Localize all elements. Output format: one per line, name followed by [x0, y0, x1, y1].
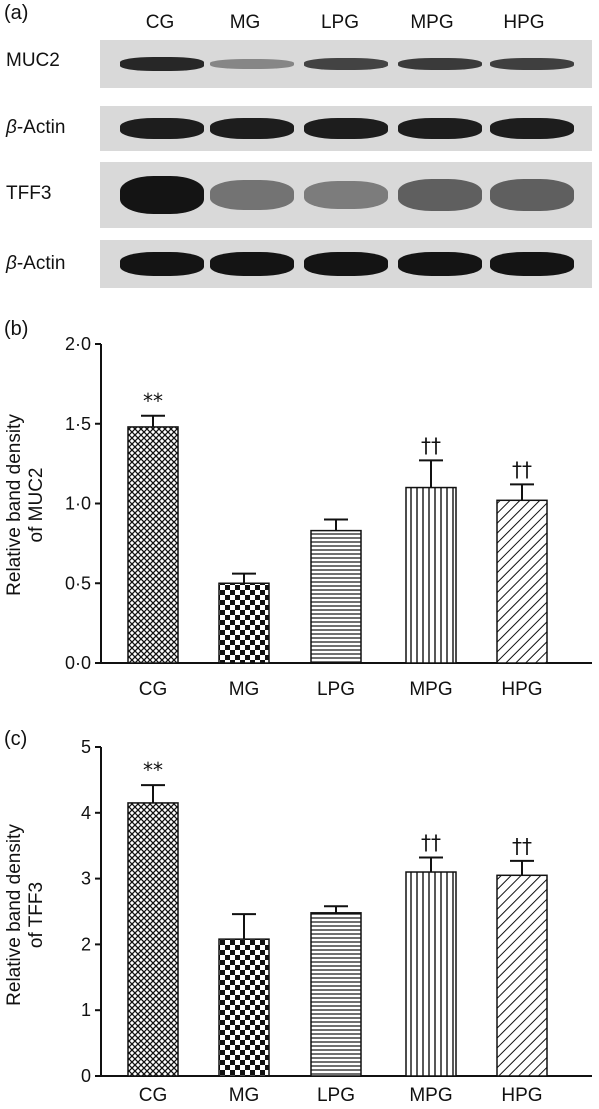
y-tick-label: 0 [81, 1066, 91, 1086]
bar [127, 426, 179, 664]
y-axis-label: Relative band density [4, 824, 25, 1006]
blot-band [120, 252, 204, 276]
blot-band [304, 117, 388, 140]
x-tick-label: CG [139, 1085, 168, 1106]
x-tick-label: CG [139, 679, 168, 700]
blot-band [398, 252, 482, 276]
blot-strip [100, 40, 592, 88]
blot-band [398, 179, 482, 211]
blot-label-actin-2: β-Actin [6, 253, 66, 274]
western-blot [100, 40, 592, 290]
bar [310, 912, 362, 1077]
lane-label-mpg: MPG [410, 12, 454, 33]
blot-band [490, 117, 574, 140]
blot-label-actin-1: β-Actin [6, 117, 66, 138]
blot-band [210, 58, 294, 70]
significance-marker: †† [421, 433, 441, 457]
y-axis-label: Relative band density [4, 414, 25, 596]
significance-marker: ** [143, 758, 163, 782]
blot-band [120, 176, 204, 214]
y-tick-label: 3 [81, 869, 91, 889]
y-tick-label: 2·0 [65, 334, 91, 354]
blot-band [304, 252, 388, 276]
lane-label-lpg: LPG [320, 12, 360, 33]
blot-band [120, 57, 204, 71]
blot-band [490, 57, 574, 71]
significance-marker: †† [512, 834, 532, 858]
significance-marker: †† [421, 831, 441, 855]
y-tick-label: 1·0 [65, 494, 91, 514]
lane-label-cg: CG [145, 12, 175, 33]
y-tick-label: 4 [81, 803, 91, 823]
y-tick-label: 2 [81, 934, 91, 954]
bar [218, 938, 270, 1077]
lane-label-hpg: HPG [503, 12, 545, 33]
blot-band [490, 179, 574, 211]
y-axis-label-line2: of TFF3 [26, 882, 47, 948]
bar [405, 871, 457, 1077]
significance-marker: ** [143, 389, 163, 413]
blot-band [210, 117, 294, 140]
blot-label-tff3: TFF3 [6, 183, 52, 204]
blot-strip [100, 162, 592, 228]
bar [496, 874, 548, 1077]
blot-band [490, 252, 574, 276]
blot-band [398, 117, 482, 140]
blot-label-muc2: MUC2 [6, 50, 60, 71]
x-tick-label: LPG [317, 679, 355, 700]
panel-label-c: (c) [4, 728, 28, 750]
bar [405, 486, 457, 664]
x-tick-label: MG [229, 1085, 260, 1106]
y-tick-label: 0·0 [65, 653, 91, 673]
blot-band [210, 180, 294, 210]
blot-band [210, 252, 294, 276]
blot-band [304, 180, 388, 210]
x-tick-label: LPG [317, 1085, 355, 1106]
x-tick-label: HPG [501, 1085, 542, 1106]
significance-marker: †† [512, 457, 532, 481]
x-tick-label: MPG [409, 1085, 452, 1106]
blot-band [304, 57, 388, 71]
panel-label-b: (b) [4, 318, 29, 340]
bar [218, 582, 270, 664]
x-tick-label: MG [229, 679, 260, 700]
y-tick-label: 5 [81, 737, 91, 757]
y-tick-label: 1·5 [65, 414, 91, 434]
lane-label-mg: MG [229, 12, 261, 33]
blot-band [398, 57, 482, 71]
y-axis-label-line2: of MUC2 [26, 468, 47, 543]
blot-band [120, 117, 204, 140]
blot-strip [100, 106, 592, 151]
panel-label-a: (a) [4, 2, 29, 24]
y-tick-label: 1 [81, 1000, 91, 1020]
bar [496, 499, 548, 664]
blot-strip [100, 240, 592, 288]
bar [310, 529, 362, 664]
x-tick-label: HPG [501, 679, 542, 700]
y-tick-label: 0·5 [65, 573, 91, 593]
bar [127, 802, 179, 1077]
x-tick-label: MPG [409, 679, 452, 700]
